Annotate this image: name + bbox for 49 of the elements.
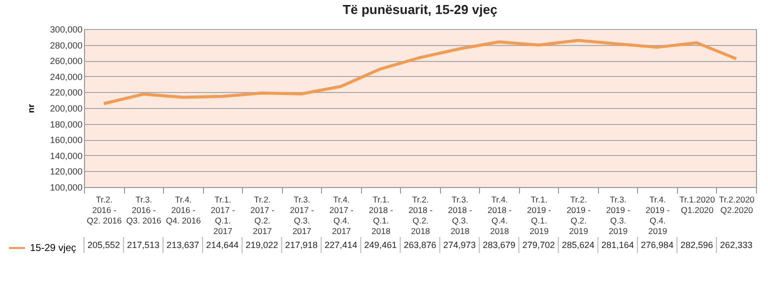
- x-tick-label: Tr.2. 2016 - Q2. 2016: [86, 194, 122, 226]
- y-tick-label: 260,000: [50, 56, 82, 66]
- text: 213,637: [166, 240, 200, 250]
- text: 281,164: [601, 240, 634, 250]
- x-tick-label: Tr.1. 2019 - Q.1. 2019: [527, 194, 552, 236]
- x-tick-label: Tr.2. 2019 - Q.2. 2019: [566, 194, 591, 236]
- chart-title: Të punësuarit, 15-29 vjeç: [342, 2, 498, 17]
- text: 249,461: [364, 240, 397, 250]
- x-tick-label: Tr.3. 2018 - Q.3. 2018: [448, 194, 472, 236]
- y-tick-label: 180,000: [50, 119, 82, 130]
- text: 217,513: [127, 240, 160, 250]
- y-tick-label: 140,000: [50, 150, 82, 161]
- text: 214,644: [206, 240, 239, 250]
- text: 217,918: [285, 240, 318, 250]
- text: 263,876: [404, 240, 436, 250]
- x-tick-label: Tr.3. 2019 - Q.3. 2019: [606, 194, 630, 236]
- text: 262,333: [720, 240, 753, 250]
- text: 227,414: [324, 240, 358, 250]
- x-tick-label: Tr.4. 2016 - Q4. 2016: [166, 194, 202, 226]
- legend-label: 15-29 vjeç: [30, 243, 76, 254]
- y-tick-label: 200,000: [50, 104, 82, 114]
- x-tick-label: Tr.4. 2018 - Q.4. 2018: [488, 194, 512, 236]
- y-tick-label: 240,000: [50, 72, 82, 82]
- y-tick-label: 120,000: [50, 166, 82, 177]
- y-tick-label: 220,000: [50, 88, 82, 98]
- text: 285,624: [562, 240, 594, 250]
- text: 276,984: [640, 240, 674, 250]
- x-tick-label: Tr.2. 2018 - Q.2. 2018: [408, 194, 433, 236]
- text: 219,022: [246, 240, 278, 250]
- y-tick-label: 100,000: [50, 182, 82, 192]
- text: 282,596: [680, 240, 713, 250]
- line-series: [102, 38, 738, 106]
- y-tick-label: 160,000: [50, 135, 82, 146]
- text: 279,702: [522, 240, 555, 250]
- x-tick-label: Tr.4. 2019 - Q.4. 2019: [646, 194, 670, 236]
- y-axis-title: nr: [26, 104, 36, 113]
- x-tick-label: Tr.1. 2018 - Q.1. 2018: [368, 194, 394, 236]
- text: 274,973: [443, 240, 476, 250]
- y-tick-label: 300,000: [50, 24, 82, 34]
- x-tick-label: Tr.2. 2017 - Q.2. 2017: [250, 194, 275, 236]
- x-tick-label: Tr.3. 2017 - Q.3. 2017: [290, 194, 314, 236]
- x-tick-label: Tr.1. 2017 - Q.1. 2017: [210, 194, 236, 236]
- text: 283,679: [482, 240, 516, 250]
- text: 205,552: [87, 240, 120, 250]
- x-tick-label: Tr.3. 2016 - Q3. 2016: [126, 194, 162, 226]
- x-tick-label: Tr.4. 2017 - Q.4. 2017: [329, 194, 354, 236]
- x-tick-label: Tr.2.2020 Q2.2020: [718, 194, 755, 215]
- y-tick-label: 280,000: [50, 40, 82, 50]
- x-tick-label: Tr.1.2020 Q1.2020: [679, 194, 716, 215]
